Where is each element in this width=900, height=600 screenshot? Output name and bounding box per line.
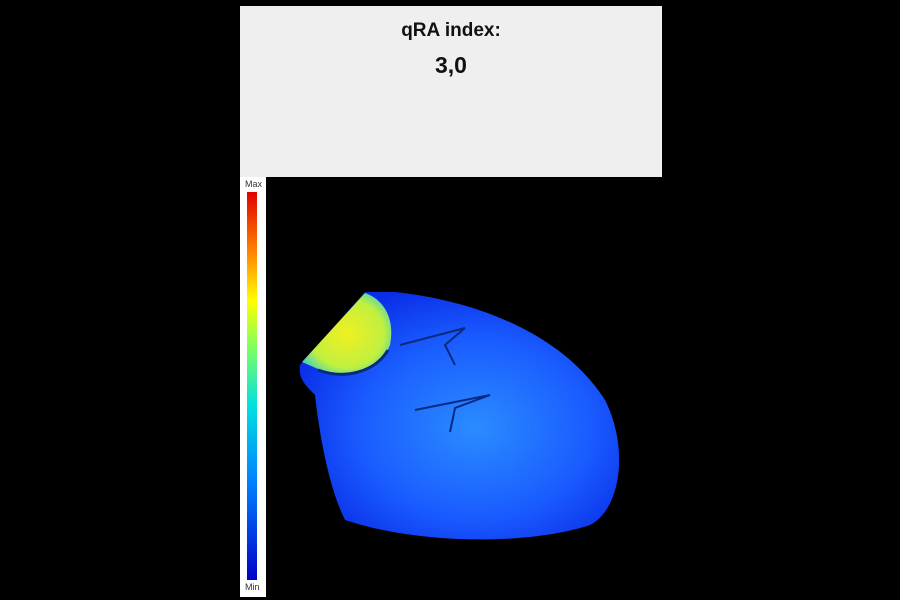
- index-title: qRA index:: [401, 20, 501, 41]
- colorbar-max-label: Max: [245, 179, 263, 189]
- colorbar: [247, 192, 257, 580]
- vessel: [399, 327, 466, 366]
- vessel: [414, 394, 491, 433]
- hot-region: [302, 293, 392, 374]
- index-value: 3,0: [435, 52, 467, 78]
- colorbar-min-label: Min: [245, 582, 260, 592]
- result-panel: qRA index: 3,0: [240, 6, 662, 177]
- vessel: [317, 349, 390, 376]
